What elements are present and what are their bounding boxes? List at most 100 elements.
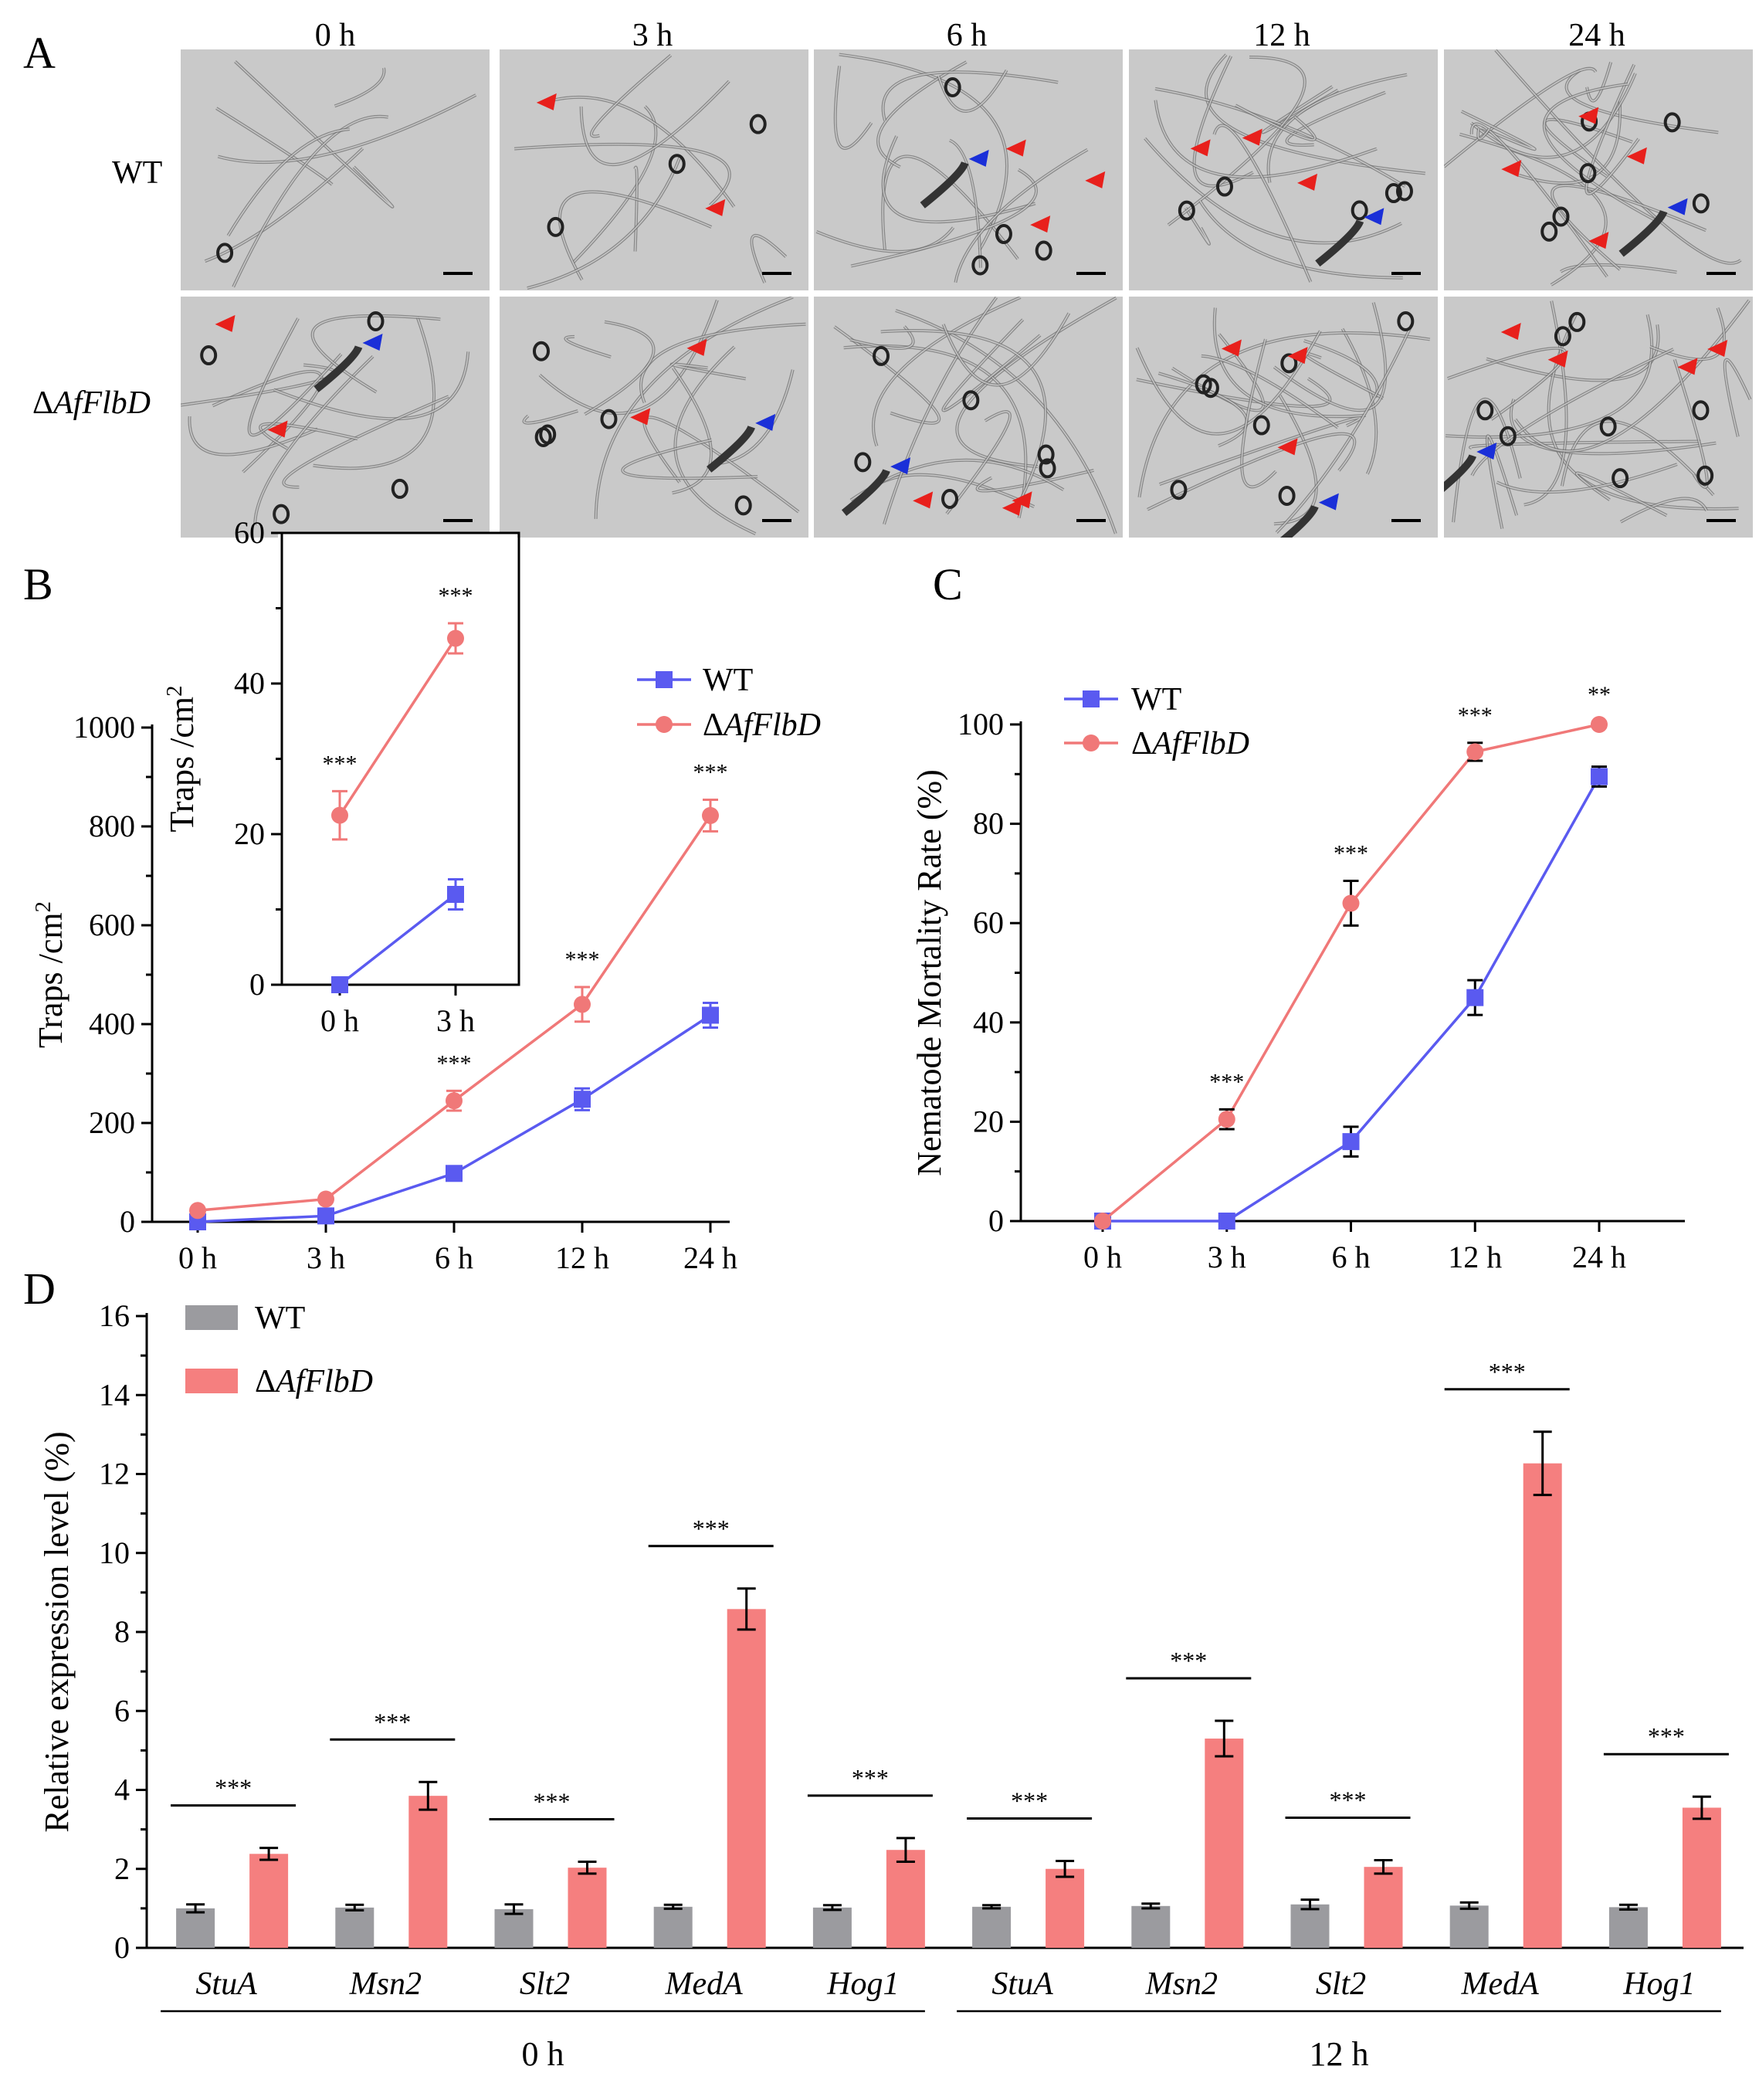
data-point	[1466, 989, 1484, 1006]
hypha-core	[523, 410, 578, 424]
chart-D: 0 2 4 6 8 10 12 14 16 Relative expression level (…	[38, 1298, 1744, 2073]
red-arrow-marker	[267, 420, 288, 438]
y-tick-label: 6	[114, 1693, 130, 1728]
trap-loop	[1178, 200, 1195, 221]
hypha-core	[1723, 358, 1751, 437]
data-point	[1342, 894, 1360, 912]
hypha-core	[1560, 264, 1677, 273]
trap-loop	[367, 310, 385, 331]
bar-mutant	[1205, 1739, 1244, 1948]
row-header-mutant-gene: AfFlbD	[53, 385, 151, 421]
nematode-body	[841, 469, 890, 517]
red-arrow-marker	[1277, 438, 1298, 456]
hypha-core	[273, 351, 469, 419]
data-point	[1218, 1111, 1235, 1128]
red-arrow-marker	[630, 408, 651, 426]
x-tick-label: StuA	[195, 1966, 257, 2002]
trap-loop	[1397, 310, 1415, 331]
trap-loop	[200, 345, 218, 366]
red-arrow-marker	[1012, 491, 1032, 509]
nematode-body	[1279, 504, 1319, 538]
trap-loop	[1499, 426, 1517, 446]
blue-arrow-marker	[362, 334, 383, 351]
trap-loop	[1351, 200, 1368, 221]
hypha-core	[1514, 300, 1750, 452]
micrograph-wt-4	[1444, 49, 1753, 290]
significance-marker: ***	[534, 1788, 571, 1816]
red-arrow-marker	[1085, 171, 1106, 188]
hypha-core	[1273, 395, 1317, 524]
bar-wt	[335, 1907, 375, 1948]
red-arrow-marker	[1030, 215, 1051, 233]
data-point	[1094, 1213, 1111, 1230]
hypha-core	[895, 310, 1117, 534]
y-tick-label: 2	[114, 1851, 130, 1886]
data-point	[317, 1190, 334, 1208]
trap-loop	[1692, 193, 1710, 214]
y-tick-label: 14	[99, 1377, 130, 1412]
hypha-core	[559, 191, 712, 280]
data-point	[446, 1092, 463, 1110]
micrograph-mutant-2	[814, 297, 1123, 538]
trap-loop	[547, 216, 564, 237]
data-point	[331, 806, 348, 824]
hypha-core	[313, 316, 435, 469]
trap-loop	[216, 243, 234, 263]
trap-loop	[1692, 400, 1710, 421]
hypha-core	[514, 144, 730, 206]
y-tick-label: 600	[89, 908, 135, 942]
bar-mutant	[249, 1854, 289, 1948]
trap-loop	[1599, 416, 1617, 437]
x-tick-label: 6 h	[1332, 1240, 1371, 1274]
y-tick-label: 20	[234, 816, 265, 851]
micrograph-wt-0	[181, 49, 490, 290]
bar-mutant	[1364, 1867, 1403, 1948]
trap-loop	[1170, 480, 1188, 500]
significance-marker: ***	[1648, 1722, 1685, 1750]
legend-label-wt: WT	[703, 663, 753, 698]
bar-mutant	[1682, 1807, 1721, 1948]
trap-loop	[995, 224, 1012, 245]
trap-loop	[1696, 465, 1714, 486]
legend-label-mutant: ΔAfFlbD	[1131, 726, 1249, 762]
significance-marker: ***	[1334, 841, 1368, 867]
hypha-core	[1470, 73, 1636, 158]
hypha-core	[1205, 54, 1425, 175]
significance-marker: ***	[693, 759, 728, 785]
hypha-core	[1561, 420, 1714, 496]
trap-loop	[1215, 176, 1233, 197]
blue-arrow-marker	[968, 149, 989, 167]
legend-marker-wt	[656, 671, 673, 688]
hypha-core	[1471, 348, 1674, 477]
y-axis-label: Traps /cm2	[32, 901, 70, 1048]
significance-marker: ***	[852, 1764, 889, 1792]
bar-mutant	[1046, 1868, 1085, 1948]
scale-bar	[1076, 272, 1106, 275]
blue-arrow-marker	[755, 413, 776, 431]
hypha-core	[1565, 70, 1719, 134]
significance-marker: ***	[1330, 1786, 1367, 1814]
red-arrow-marker	[1547, 350, 1568, 368]
scale-bar	[1706, 272, 1736, 275]
hypha-core	[937, 70, 1008, 112]
y-tick-label: 800	[89, 809, 135, 843]
y-tick-label: 400	[89, 1006, 135, 1041]
trap-loop	[1663, 112, 1681, 133]
y-tick-label: 0	[120, 1204, 135, 1239]
trap-loop	[668, 154, 686, 175]
y-tick-label: 40	[234, 666, 265, 701]
series-line-WT	[338, 893, 457, 986]
significance-marker: ***	[1458, 703, 1493, 728]
x-tick-label: 6 h	[435, 1240, 473, 1275]
bar-wt	[972, 1906, 1012, 1948]
y-axis-label: Nematode Mortality Rate (%)	[910, 769, 948, 1176]
hypha-core	[1496, 463, 1678, 493]
x-tick-label: 24 h	[683, 1240, 737, 1275]
scale-bar	[762, 519, 791, 522]
hypha-core	[1477, 128, 1490, 140]
hypha-core	[1213, 124, 1312, 283]
micrograph-mutant-1	[500, 297, 808, 538]
legend-swatch-mutant	[185, 1369, 238, 1393]
hypha-core	[1303, 352, 1384, 399]
scale-bar	[443, 272, 473, 275]
